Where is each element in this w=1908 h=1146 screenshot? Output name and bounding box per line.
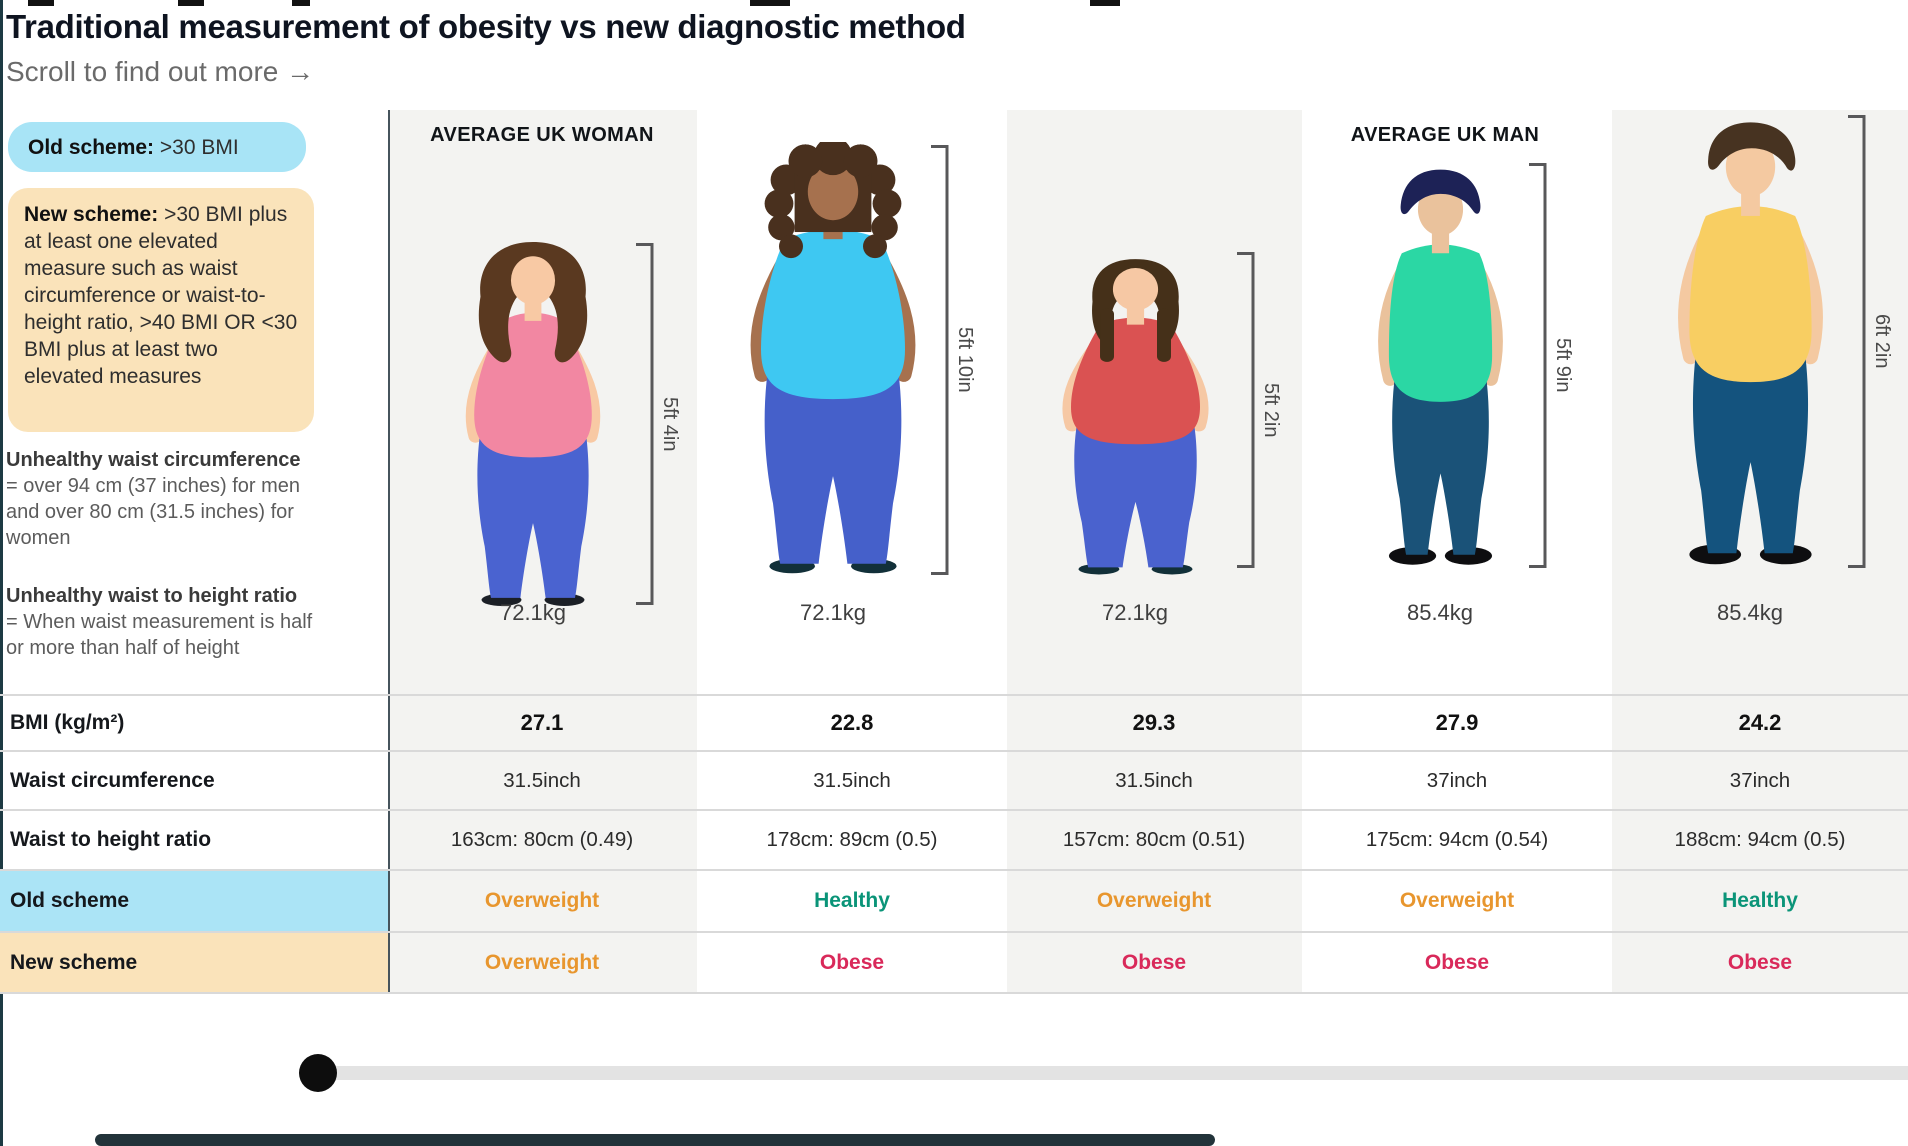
new-scheme-definition-text: New scheme: >30 BMI plus at least one el…	[24, 203, 298, 388]
table-cell-r3-c2: 178cm: 89cm (0.5)	[766, 828, 938, 851]
table-cell-r5-c4: Obese	[1424, 950, 1490, 974]
table-cell-r2-c2: 31.5inch	[813, 768, 891, 792]
table-row-label-4: Old scheme	[0, 870, 388, 932]
table-cell-r1-c3: 29.3	[1132, 710, 1176, 735]
weight-label-woman-5ft2: 72.1kg	[1101, 600, 1169, 625]
weight-label-man-6ft2: 85.4kg	[1716, 600, 1784, 625]
table-cell-r5-c1: Overweight	[484, 950, 600, 974]
scroll-hint: Scroll to find out more →	[6, 56, 315, 87]
height-label-man-5ft9: 5ft 9in	[1552, 338, 1574, 393]
weight-label-woman-5ft10: 72.1kg	[799, 600, 867, 625]
table-cell-r4-c5: Healthy	[1722, 889, 1798, 912]
table-cell-r2-c1: 31.5inch	[503, 768, 581, 792]
cropped-text-fragment	[178, 0, 204, 6]
waist-height-note-body: = When waist measurement is half or more…	[6, 611, 313, 659]
table-cell-r3-c1: 163cm: 80cm (0.49)	[450, 828, 634, 851]
height-bracket-woman-5ft2	[1235, 252, 1255, 568]
figure-man-5ft9	[1333, 163, 1548, 568]
waist-circumference-note-body: = over 94 cm (37 inches) for men and ove…	[6, 475, 301, 549]
person-illustration-woman-5ft10	[750, 137, 916, 574]
table-cell-r1-c4: 27.9	[1435, 710, 1479, 735]
table-row-separator	[0, 869, 1908, 871]
waist-height-note: Unhealthy waist to height ratio = When w…	[6, 584, 328, 661]
table-cell-r2-c5: 37inch	[1729, 768, 1791, 792]
height-label-man-6ft2: 6ft 2in	[1871, 314, 1893, 369]
table-cell-r3-c3: 157cm: 80cm (0.51)	[1062, 828, 1246, 851]
person-illustration-woman-5ft2	[1062, 259, 1209, 575]
cropped-text-fragment	[28, 0, 54, 6]
table-cell-r1-c1: 27.1	[520, 710, 564, 735]
cropped-text-fragment	[292, 0, 310, 6]
table-row-separator	[0, 931, 1908, 933]
table-row-separator	[0, 750, 1908, 752]
table-row-label-2: Waist circumference	[10, 768, 215, 792]
cropped-text-fragment	[1090, 0, 1120, 6]
bottom-section-edge	[95, 1134, 1215, 1146]
table-row-label-1: BMI (kg/m²)	[10, 711, 125, 734]
table-cell-r3-c5: 188cm: 94cm (0.5)	[1674, 828, 1846, 851]
table-row-separator	[0, 992, 1908, 994]
height-label-woman-5ft10: 5ft 10in	[954, 327, 976, 393]
height-bracket-man-6ft2	[1846, 115, 1866, 568]
scroll-slider-knob[interactable]	[299, 1054, 337, 1092]
table-cell-r1-c5: 24.2	[1738, 710, 1782, 735]
height-label-woman-5ft2: 5ft 2in	[1260, 382, 1282, 438]
table-cell-r4-c4: Overweight	[1399, 889, 1515, 912]
person-illustration-woman-5ft4	[465, 242, 601, 606]
weight-label-man-5ft9: 85.4kg	[1406, 600, 1474, 625]
left-edge-rule	[0, 0, 3, 1146]
height-bracket-man-5ft9	[1527, 163, 1547, 568]
table-cell-r5-c5: Obese	[1727, 950, 1793, 974]
figure-woman-5ft10	[713, 137, 953, 578]
page-title: Traditional measurement of obesity vs ne…	[6, 8, 966, 45]
table-cell-r4-c1: Overweight	[484, 889, 600, 912]
header-average-uk-woman: AVERAGE UK WOMAN	[430, 124, 654, 146]
header-average-uk-man: AVERAGE UK MAN	[1350, 124, 1540, 146]
waist-height-note-title: Unhealthy waist to height ratio	[6, 585, 298, 607]
table-row-separator	[0, 809, 1908, 811]
table-row-separator	[0, 694, 1908, 696]
table-cell-r4-c2: Healthy	[814, 889, 890, 912]
table-row-label-5: New scheme	[0, 932, 388, 993]
table-cell-r5-c2: Obese	[819, 950, 885, 974]
waist-circumference-note: Unhealthy waist circumference = over 94 …	[6, 448, 328, 551]
cropped-text-fragment	[750, 0, 790, 6]
height-bracket-woman-5ft4	[634, 243, 654, 605]
table-cell-r5-c3: Obese	[1121, 950, 1187, 974]
sidebar-column-divider	[388, 110, 390, 993]
person-illustration-man-5ft9	[1378, 169, 1503, 565]
table-row-label-3: Waist to height ratio	[10, 828, 212, 851]
height-bracket-woman-5ft10	[929, 145, 949, 575]
weight-label-woman-5ft4: 72.1kg	[499, 600, 567, 625]
new-scheme-definition-box: New scheme: >30 BMI plus at least one el…	[8, 188, 314, 432]
old-scheme-definition-box: Old scheme: >30 BMI	[8, 122, 306, 172]
table-cell-r4-c3: Overweight	[1096, 889, 1212, 912]
person-illustration-man-6ft2	[1678, 122, 1823, 565]
scroll-slider-track[interactable]	[318, 1066, 1908, 1080]
figure-woman-5ft4	[428, 238, 638, 610]
table-cell-r2-c4: 37inch	[1426, 768, 1488, 792]
figure-man-6ft2	[1633, 115, 1868, 568]
table-cell-r2-c3: 31.5inch	[1115, 768, 1193, 792]
waist-circumference-note-title: Unhealthy waist circumference	[6, 449, 301, 471]
figure-woman-5ft2	[1028, 252, 1243, 578]
table-cell-r3-c4: 175cm: 94cm (0.54)	[1365, 828, 1549, 851]
old-scheme-definition-text: Old scheme: >30 BMI	[28, 135, 239, 159]
height-label-woman-5ft4: 5ft 4in	[659, 396, 681, 452]
table-cell-r1-c2: 22.8	[830, 710, 874, 735]
